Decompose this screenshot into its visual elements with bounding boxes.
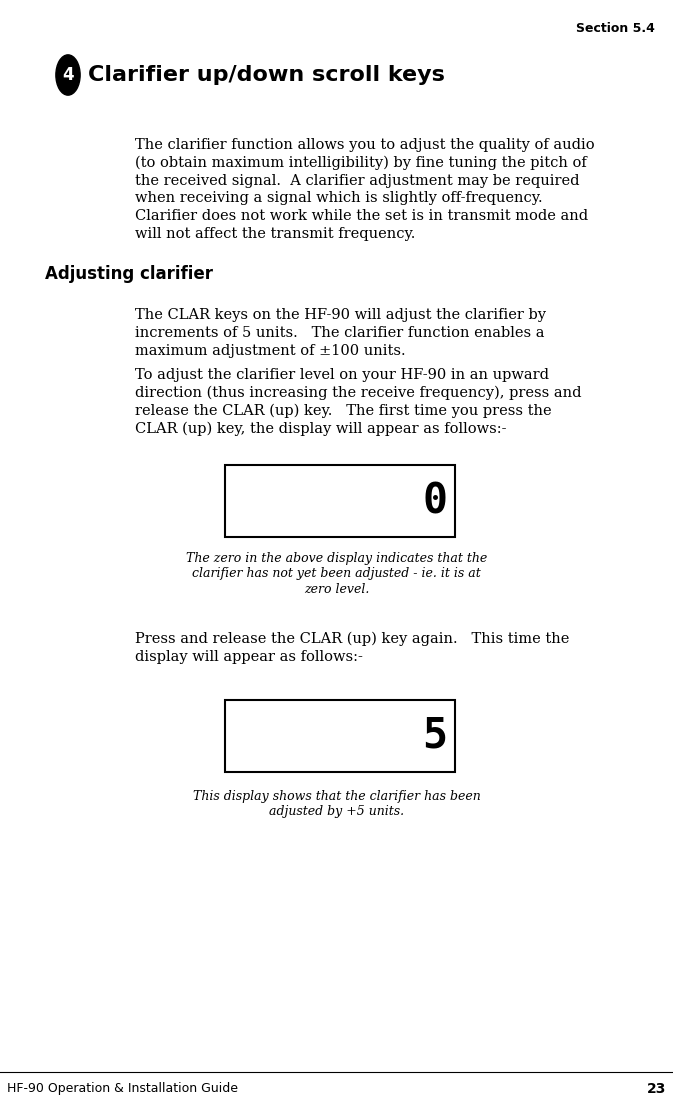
Text: 5: 5 [423, 715, 448, 756]
Text: CLAR (up) key, the display will appear as follows:-: CLAR (up) key, the display will appear a… [135, 422, 507, 435]
Text: Clarifier up/down scroll keys: Clarifier up/down scroll keys [88, 65, 445, 85]
Text: clarifier has not yet been adjusted - ie. it is at: clarifier has not yet been adjusted - ie… [192, 567, 481, 581]
Text: will not affect the transmit frequency.: will not affect the transmit frequency. [135, 227, 415, 241]
Text: Press and release the CLAR (up) key again.   This time the: Press and release the CLAR (up) key agai… [135, 632, 569, 647]
Text: (to obtain maximum intelligibility) by fine tuning the pitch of: (to obtain maximum intelligibility) by f… [135, 156, 587, 170]
Text: To adjust the clarifier level on your HF-90 in an upward: To adjust the clarifier level on your HF… [135, 368, 549, 382]
Text: The CLAR keys on the HF-90 will adjust the clarifier by: The CLAR keys on the HF-90 will adjust t… [135, 308, 546, 322]
Text: when receiving a signal which is slightly off-frequency.: when receiving a signal which is slightl… [135, 191, 542, 206]
Text: the received signal.  A clarifier adjustment may be required: the received signal. A clarifier adjustm… [135, 173, 579, 188]
Text: Adjusting clarifier: Adjusting clarifier [45, 265, 213, 283]
Text: release the CLAR (up) key.   The first time you press the: release the CLAR (up) key. The first tim… [135, 404, 552, 419]
Text: maximum adjustment of ±100 units.: maximum adjustment of ±100 units. [135, 344, 406, 358]
Text: display will appear as follows:-: display will appear as follows:- [135, 650, 363, 664]
Text: This display shows that the clarifier has been: This display shows that the clarifier ha… [192, 790, 481, 803]
Text: direction (thus increasing the receive frequency), press and: direction (thus increasing the receive f… [135, 386, 581, 401]
FancyBboxPatch shape [225, 466, 455, 537]
Text: 23: 23 [647, 1082, 666, 1096]
Text: Section 5.4: Section 5.4 [576, 22, 655, 35]
Circle shape [56, 55, 80, 95]
Text: HF-90 Operation & Installation Guide: HF-90 Operation & Installation Guide [7, 1082, 238, 1096]
Text: The zero in the above display indicates that the: The zero in the above display indicates … [186, 552, 487, 565]
FancyBboxPatch shape [225, 700, 455, 772]
Text: 4: 4 [62, 66, 74, 84]
Text: 0: 0 [423, 480, 448, 521]
Text: increments of 5 units.   The clarifier function enables a: increments of 5 units. The clarifier fun… [135, 326, 544, 340]
Text: zero level.: zero level. [304, 583, 369, 596]
Text: Clarifier does not work while the set is in transmit mode and: Clarifier does not work while the set is… [135, 209, 588, 223]
Text: The clarifier function allows you to adjust the quality of audio: The clarifier function allows you to adj… [135, 138, 595, 152]
Text: adjusted by +5 units.: adjusted by +5 units. [269, 806, 404, 818]
